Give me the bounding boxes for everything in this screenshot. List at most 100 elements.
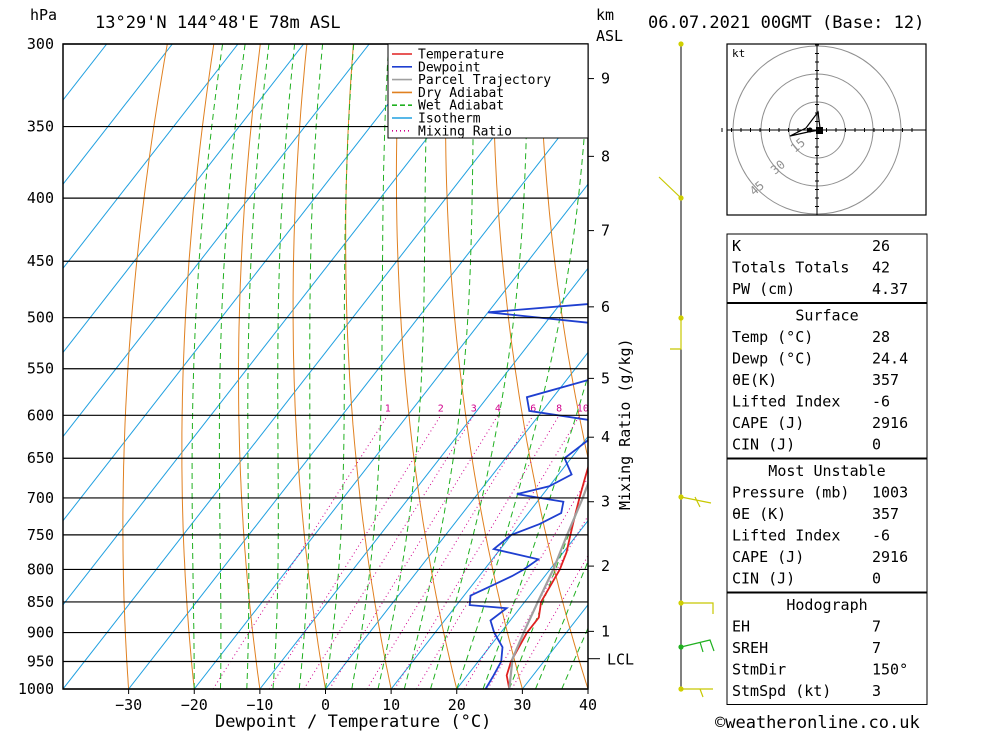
surface-row-label: CAPE (J) [732, 414, 804, 432]
most-unstable-row-label: θE (K) [732, 505, 786, 523]
legend-entry: Dewpoint [418, 60, 481, 75]
storm-motion-marker [816, 127, 823, 134]
pressure-tick-label: 800 [27, 560, 54, 578]
temp-tick-label: 30 [513, 696, 531, 714]
hodograph-stats-table [726, 592, 928, 705]
isotherm-line [128, 99, 588, 689]
indices-row-label: PW (cm) [732, 280, 795, 298]
pressure-tick-label: 900 [27, 624, 54, 642]
legend-entry: Mixing Ratio [418, 124, 512, 139]
hodograph-stats-row-label: StmDir [732, 661, 786, 679]
most-unstable-row-value: 0 [872, 570, 881, 588]
wind-barb [681, 688, 713, 698]
datetime-title: 06.07.2021 00GMT (Base: 12) [648, 13, 924, 33]
x-axis-label: Dewpoint / Temperature (°C) [215, 712, 491, 732]
hodograph-stats-row-value: 7 [872, 639, 881, 657]
hodograph-point [807, 127, 813, 133]
mixing-ratio-label: 10 [577, 403, 589, 414]
mixing-ratio-axis-label: Mixing Ratio (g/kg) [616, 338, 634, 510]
wind-barb-dot [678, 41, 684, 47]
indices-row-label: K [732, 237, 741, 255]
pressure-tick-label: 650 [27, 449, 54, 467]
most-unstable-row-label: Lifted Index [732, 527, 840, 545]
surface-table-title: Surface [795, 307, 858, 325]
mixing-ratio-line [303, 415, 475, 689]
mixing-ratio-line [394, 415, 560, 689]
wind-barb [670, 318, 682, 350]
wet-adiabat-line [351, 44, 390, 689]
legend-entry: Parcel Trajectory [418, 73, 551, 88]
most-unstable-row-label: CIN (J) [732, 570, 795, 588]
wind-barb [658, 176, 682, 199]
hodograph-stats-row-label: SREH [732, 639, 768, 657]
isotherm-line [390, 435, 588, 689]
wet-adiabat-line [191, 44, 224, 689]
isotherm-line [259, 267, 588, 689]
asl-label: ASL [596, 27, 623, 45]
lcl-label: LCL [607, 651, 634, 669]
most-unstable-row-label: CAPE (J) [732, 548, 804, 566]
wet-adiabat-line [535, 559, 588, 689]
most-unstable-row-value: -6 [872, 527, 890, 545]
dry-adiabat-line [539, 44, 588, 461]
axis-labels: 3003504004505005506006507007508008509009… [18, 35, 634, 714]
mixing-ratio-label: 3 [471, 403, 477, 414]
copyright: ©weatheronline.co.uk [715, 713, 920, 733]
isotherm-line [63, 44, 173, 186]
km-tick-label: 9 [601, 70, 610, 88]
indices-row-value: 26 [872, 237, 890, 255]
wind-barb [680, 639, 715, 653]
pressure-unit-label: hPa [30, 6, 57, 24]
temp-tick-label: 20 [448, 696, 466, 714]
km-tick-label: 7 [601, 222, 610, 240]
mixing-ratio-label: 6 [530, 403, 536, 414]
hodograph-stats-row-label: EH [732, 618, 750, 636]
km-tick-label: 6 [601, 298, 610, 316]
pressure-tick-label: 450 [27, 252, 54, 270]
mixing-ratio-label: 20 [644, 403, 656, 414]
temp-tick-label: −30 [115, 696, 142, 714]
surface-table [726, 303, 928, 459]
dry-adiabat-line [122, 44, 168, 689]
series-temperature [505, 464, 588, 689]
surface-row-label: Dewp (°C) [732, 350, 813, 368]
isotherm-line [456, 519, 588, 689]
mixing-ratio-label: 25 [666, 403, 678, 414]
isotherm-line [63, 44, 304, 354]
most-unstable-row-label: Pressure (mb) [732, 484, 849, 502]
pressure-tick-label: 950 [27, 653, 54, 671]
location-title: 13°29'N 144°48'E 78m ASL [95, 13, 341, 33]
wet-adiabat-line [272, 44, 296, 689]
km-tick-label: 8 [601, 147, 610, 165]
stability-tables: K 26 Totals Totals 42 PW (cm) 4.37 Surface Temp… [726, 233, 928, 705]
pressure-tick-label: 850 [27, 593, 54, 611]
mixing-ratio-label: 1 [385, 403, 391, 414]
surface-row-label: θE(K) [732, 371, 777, 389]
km-tick-label: 3 [601, 493, 610, 511]
surface-row-value: 24.4 [872, 350, 908, 368]
hodograph-stats-row-value: 3 [872, 682, 881, 700]
dry-adiabat-line [585, 44, 588, 88]
indices-row-value: 4.37 [872, 280, 908, 298]
dry-adiabat-line [958, 44, 1000, 689]
hodograph-stats-table-title: Hodograph [786, 596, 867, 614]
surface-row-label: Lifted Index [732, 393, 840, 411]
isotherm-line [63, 44, 370, 438]
pressure-tick-label: 500 [27, 309, 54, 327]
surface-row-value: 2916 [872, 414, 908, 432]
wind-barb-column [658, 41, 715, 698]
mixing-ratio-line [511, 554, 588, 689]
legend-entry: Wet Adiabat [418, 99, 504, 114]
pressure-tick-label: 400 [27, 189, 54, 207]
isotherm-line [63, 44, 239, 270]
temp-tick-label: −10 [246, 696, 273, 714]
legend-entry: Temperature [418, 48, 504, 63]
surface-row-label: CIN (J) [732, 436, 795, 454]
wet-adiabat-line [508, 481, 588, 689]
pressure-tick-label: 300 [27, 35, 54, 53]
surface-row-value: 28 [872, 328, 890, 346]
pressure-tick-label: 1000 [18, 680, 54, 698]
hodograph-stats-row-value: 7 [872, 618, 881, 636]
isotherm-line [193, 183, 588, 689]
